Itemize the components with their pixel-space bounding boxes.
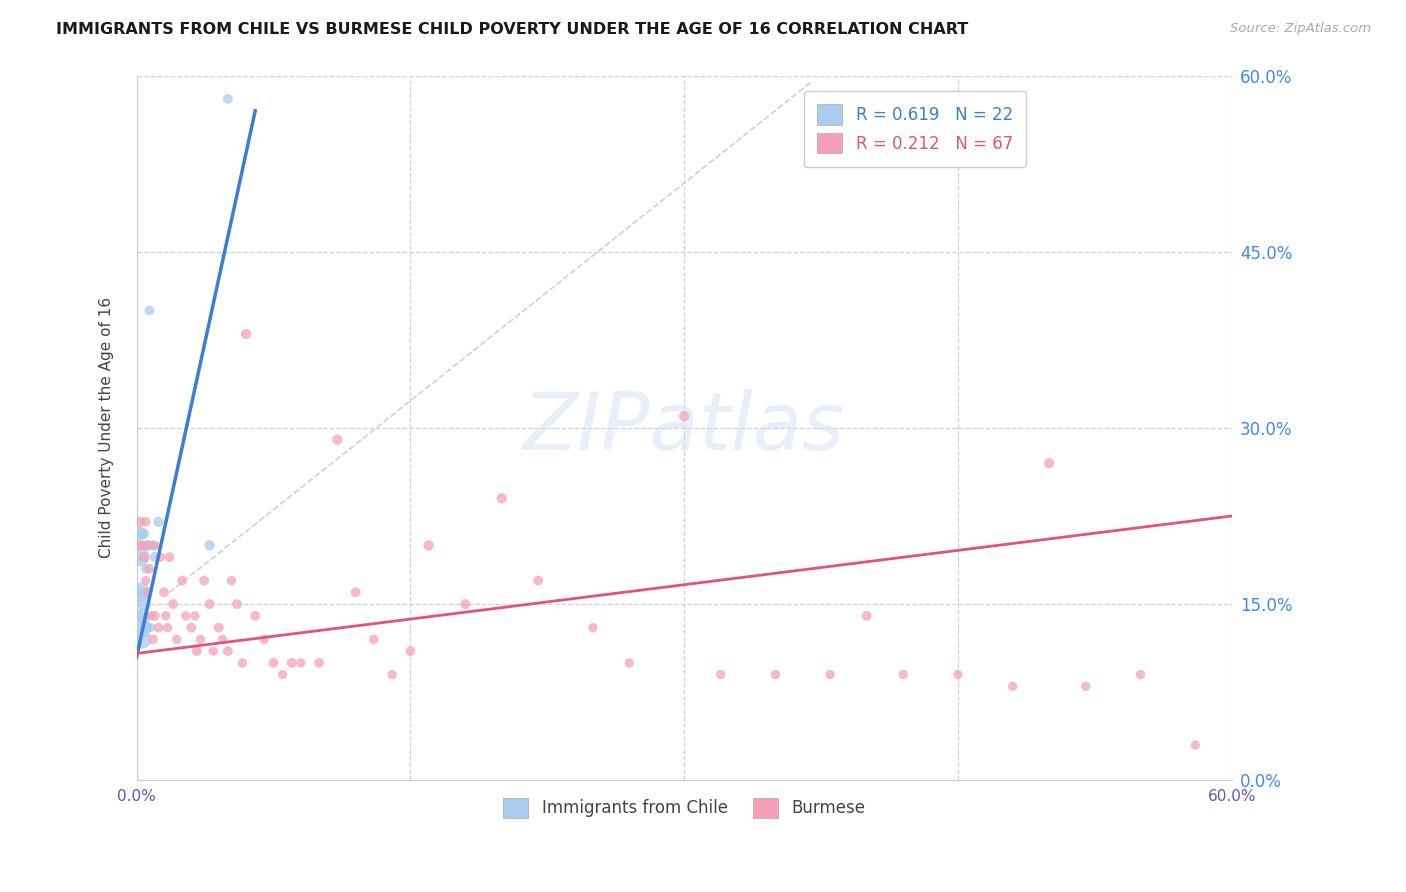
Point: [184, 608, 207, 623]
Point: [143, 608, 166, 623]
Point: [159, 550, 181, 565]
Point: [131, 608, 153, 623]
Point: [186, 644, 208, 658]
Point: [344, 585, 367, 599]
Point: [1129, 667, 1152, 681]
Point: [135, 574, 157, 588]
Text: Source: ZipAtlas.com: Source: ZipAtlas.com: [1230, 22, 1371, 36]
Point: [129, 585, 152, 599]
Point: [127, 585, 149, 599]
Point: [135, 562, 157, 576]
Point: [271, 667, 294, 681]
Point: [263, 656, 285, 670]
Legend: Immigrants from Chile, Burmese: Immigrants from Chile, Burmese: [496, 791, 872, 825]
Point: [132, 597, 155, 611]
Point: [235, 326, 257, 341]
Point: [136, 538, 159, 552]
Point: [153, 585, 176, 599]
Point: [290, 656, 312, 670]
Point: [156, 621, 179, 635]
Point: [1038, 456, 1060, 470]
Point: [491, 491, 513, 506]
Point: [253, 632, 276, 647]
Point: [131, 526, 153, 541]
Point: [211, 632, 233, 647]
Point: [142, 632, 165, 647]
Point: [135, 515, 157, 529]
Point: [129, 621, 152, 635]
Point: [127, 538, 149, 552]
Point: [129, 550, 152, 565]
Point: [1074, 679, 1097, 693]
Point: [582, 621, 605, 635]
Point: [162, 597, 184, 611]
Text: ZIPatlas: ZIPatlas: [523, 389, 845, 467]
Point: [381, 667, 404, 681]
Y-axis label: Child Poverty Under the Age of 16: Child Poverty Under the Age of 16: [100, 297, 114, 558]
Point: [198, 538, 221, 552]
Point: [217, 644, 239, 658]
Point: [226, 597, 249, 611]
Point: [1001, 679, 1024, 693]
Point: [149, 550, 172, 565]
Point: [193, 574, 215, 588]
Point: [308, 656, 330, 670]
Point: [418, 538, 440, 552]
Point: [765, 667, 787, 681]
Point: [221, 574, 243, 588]
Point: [131, 632, 153, 647]
Point: [143, 538, 166, 552]
Point: [363, 632, 385, 647]
Point: [710, 667, 733, 681]
Point: [141, 621, 163, 635]
Point: [202, 644, 225, 658]
Point: [891, 667, 914, 681]
Point: [619, 656, 641, 670]
Point: [132, 526, 155, 541]
Point: [190, 632, 212, 647]
Point: [138, 562, 160, 576]
Point: [135, 621, 157, 635]
Point: [141, 608, 163, 623]
Point: [217, 92, 239, 106]
Point: [527, 574, 550, 588]
Point: [155, 608, 177, 623]
Point: [172, 574, 194, 588]
Point: [1184, 738, 1206, 752]
Point: [136, 585, 159, 599]
Point: [198, 597, 221, 611]
Point: [143, 550, 166, 565]
Point: [131, 538, 153, 552]
Point: [148, 515, 170, 529]
Point: [231, 656, 253, 670]
Text: IMMIGRANTS FROM CHILE VS BURMESE CHILD POVERTY UNDER THE AGE OF 16 CORRELATION C: IMMIGRANTS FROM CHILE VS BURMESE CHILD P…: [56, 22, 969, 37]
Point: [326, 433, 349, 447]
Point: [208, 621, 231, 635]
Point: [166, 632, 188, 647]
Point: [142, 538, 165, 552]
Point: [818, 667, 841, 681]
Point: [129, 515, 152, 529]
Point: [280, 656, 302, 670]
Point: [129, 526, 152, 541]
Point: [132, 550, 155, 565]
Point: [148, 621, 170, 635]
Point: [136, 538, 159, 552]
Point: [399, 644, 422, 658]
Point: [673, 409, 696, 424]
Point: [131, 585, 153, 599]
Point: [946, 667, 969, 681]
Point: [180, 621, 202, 635]
Point: [245, 608, 267, 623]
Point: [127, 608, 149, 623]
Point: [454, 597, 477, 611]
Point: [138, 303, 160, 318]
Point: [174, 608, 197, 623]
Point: [855, 608, 877, 623]
